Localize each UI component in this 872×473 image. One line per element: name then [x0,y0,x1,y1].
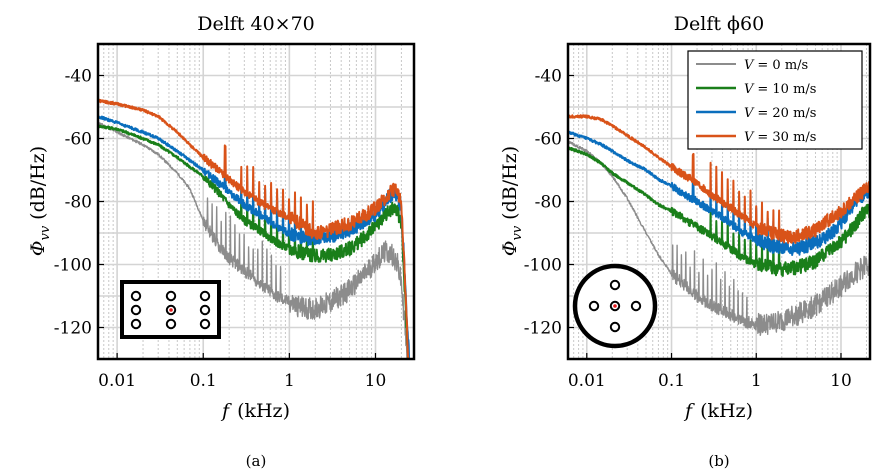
y-tick-label: -60 [535,130,562,150]
y-tick-label: -80 [65,193,92,213]
chart-title-a: Delft 40×70 [197,13,315,35]
x-tick-label: 1 [284,371,295,391]
y-tick-label: -40 [535,67,562,87]
ylabel-unit-b: (dB/Hz) [499,146,521,220]
legend: V = 0 m/s V = 10 m/s V = 20 m/s V = 30 m/s [688,51,862,149]
y-tick-label: -100 [524,256,562,276]
inset-circular-array [575,266,655,346]
svg-text:Φvv(dB/Hz): Φvv (dB/Hz) [499,146,525,256]
xlabel-unit-b: (kHz) [700,400,753,422]
x-tick-label: 0.1 [190,371,217,391]
ylabel-symbol-b: Φ [499,241,521,257]
y-tick-label: -120 [54,319,92,339]
y-tick-label: -100 [54,256,92,276]
panel-a: 0.01 0.1 1 10-40-60-80-100-120 Delft 40×70 … [27,13,414,470]
x-tick-label: 10 [830,371,852,391]
caption-a: (a) [246,452,267,470]
svg-text:f(kHz): f (kHz) [220,400,290,422]
legend-rhs-1: = 10 m/s [757,82,816,97]
y-tick-label: -80 [535,193,562,213]
ylabel-sub-b: vv [510,225,525,240]
panel-b: 0.01 0.1 1 10-40-60-80-100-120 V = 0 m/s V = … [499,13,870,470]
x-tick-label: 10 [365,371,387,391]
y-axis-label-a: Φvv (dB/Hz) [27,146,53,256]
y-tick-label: -40 [65,67,92,87]
ylabel-sub-a: vv [38,225,53,240]
legend-lhs-0: V [744,58,755,73]
legend-lhs-1: V [744,82,755,97]
y-tick-label: -60 [65,130,92,150]
x-tick-label: 0.01 [98,371,136,391]
x-axis-label-a: f (kHz) [220,400,290,422]
xlabel-symbol-b: f [683,400,695,422]
svg-text:Φvv(dB/Hz): Φvv (dB/Hz) [27,146,53,256]
legend-rhs-0: = 0 m/s [757,58,808,73]
xlabel-unit-a: (kHz) [237,400,290,422]
x-tick-label: 0.01 [568,371,606,391]
legend-rhs-3: = 30 m/s [757,130,816,145]
xlabel-symbol-a: f [220,400,232,422]
x-axis-label-b: f (kHz) [683,400,753,422]
x-tick-label: 1 [751,371,762,391]
y-axis-label-b: Φvv (dB/Hz) [499,146,525,256]
caption-b: (b) [708,452,729,470]
legend-lhs-2: V [744,106,755,121]
x-tick-label: 0.1 [658,371,685,391]
legend-rhs-2: = 20 m/s [757,106,816,121]
y-tick-label: -120 [524,319,562,339]
ylabel-unit-a: (dB/Hz) [27,146,49,220]
ylabel-symbol-a: Φ [27,241,49,257]
svg-text:f(kHz): f (kHz) [683,400,753,422]
inset-rectangular-array [122,282,219,337]
legend-lhs-3: V [744,130,755,145]
chart-title-b: Delft ϕ60 [674,13,764,35]
